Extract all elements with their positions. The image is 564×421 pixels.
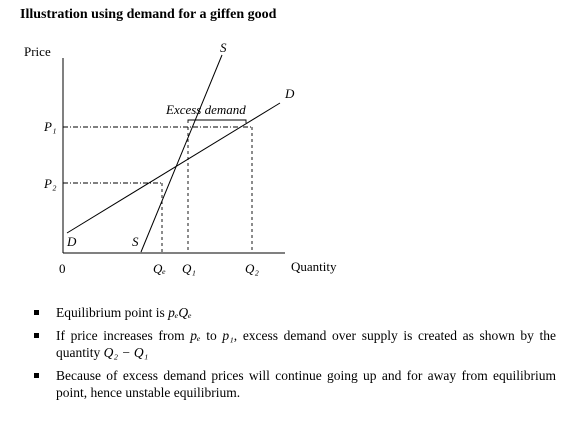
demand-label-top: D <box>284 86 295 101</box>
bullet-unstable: Because of excess demand prices will con… <box>34 367 556 401</box>
demand-curve <box>66 102 281 234</box>
y-axis-label: Price <box>24 44 51 59</box>
supply-label-top: S <box>220 40 227 55</box>
bullet-2-math: Q₂ − Q₁ <box>103 345 149 360</box>
bullet-2-text-1: If price increases from <box>56 328 191 343</box>
supply-curve <box>140 54 223 253</box>
supply-label-bottom: S <box>132 234 139 249</box>
bullet-2-text-3: , excess demand over supply is created a… <box>56 328 556 360</box>
figure-title: Illustration using demand for a giffen g… <box>20 7 277 22</box>
quantity-label-qe: Qₑ <box>153 261 166 276</box>
bullet-list: Equilibrium point is pₑQₑ If price incre… <box>34 304 556 407</box>
bullet-equilibrium: Equilibrium point is pₑQₑ <box>34 304 556 321</box>
quantity-label-q2: Q₂ <box>245 261 259 276</box>
x-axis-label: Quantity <box>291 259 337 274</box>
bullet-3-text: Because of excess demand prices will con… <box>56 368 556 400</box>
demand-label-bottom: D <box>66 234 77 249</box>
bullet-1-text: Equilibrium point is <box>56 305 169 320</box>
bullet-2-text-2: to <box>200 328 223 343</box>
bullet-2-pe: pₑ <box>190 328 201 343</box>
excess-demand-label: Excess demand <box>165 102 246 117</box>
bullet-price-increase: If price increases from pₑ to p₁, excess… <box>34 327 556 361</box>
origin-label: 0 <box>59 261 66 276</box>
giffen-diagram: Price Quantity 0 P₁ P₂ Qₑ Q₁ Q₂ S S D D … <box>24 40 337 276</box>
price-label-p2: P₂ <box>43 176 57 191</box>
quantity-label-q1: Q₁ <box>182 261 196 276</box>
bullet-2-p1: p₁ <box>222 328 234 343</box>
excess-demand-bracket <box>187 119 247 123</box>
bullet-1-math: pₑQₑ <box>168 305 192 320</box>
price-label-p1: P₁ <box>43 119 56 134</box>
